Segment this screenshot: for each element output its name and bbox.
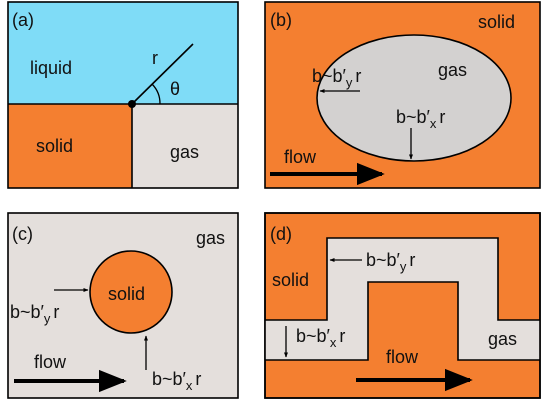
label: solid — [36, 136, 73, 156]
panel-tag: (c) — [12, 224, 33, 244]
label: flow — [34, 352, 67, 372]
label: flow — [284, 147, 317, 167]
panel-a: (a) liquid r θ solid gas — [8, 2, 238, 188]
label: solid — [108, 284, 145, 304]
label: solid — [272, 270, 309, 290]
figure: (a) liquid r θ solid gas (b) solid gas b… — [0, 0, 548, 400]
label: liquid — [30, 58, 72, 78]
label: r — [152, 48, 158, 68]
panel-tag: (a) — [12, 10, 34, 30]
panel-tag: (d) — [270, 224, 292, 244]
liquid-region — [8, 2, 238, 104]
label: gas — [170, 142, 199, 162]
label: θ — [170, 79, 180, 99]
label: flow — [386, 347, 419, 367]
bubble — [317, 35, 511, 161]
panel-tag: (b) — [270, 10, 292, 30]
label: solid — [478, 12, 515, 32]
label: gas — [488, 329, 517, 349]
label: gas — [196, 228, 225, 248]
contact-point — [128, 100, 136, 108]
label: gas — [438, 60, 467, 80]
